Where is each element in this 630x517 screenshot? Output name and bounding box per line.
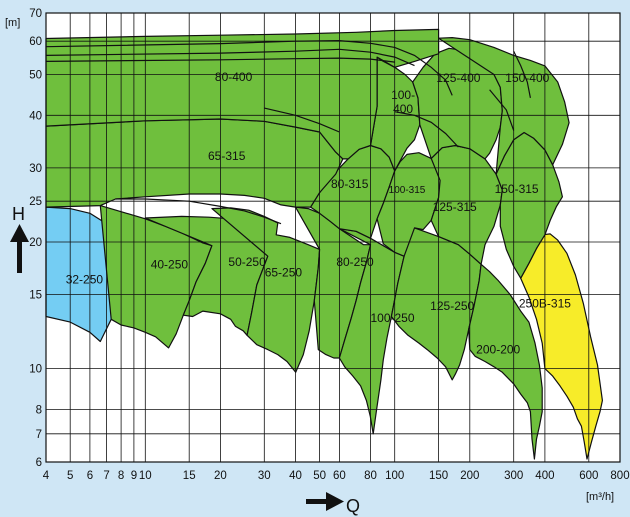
x-tick-800: 800: [610, 470, 629, 482]
x-tick-10: 10: [139, 470, 152, 482]
y-axis-title: H: [12, 204, 25, 224]
x-tick-600: 600: [579, 470, 598, 482]
zone-label-100-315: 100-315: [389, 185, 426, 196]
zone-label-50-250: 50-250: [228, 255, 266, 269]
zone-label-80-250: 80-250: [336, 255, 374, 269]
x-axis-arrow: [306, 492, 344, 511]
y-tick-60: 60: [29, 36, 42, 48]
y-tick-labels: 6 7 8 10 15 20 25 30 40 50 60 70: [29, 8, 42, 469]
x-tick-200: 200: [460, 470, 479, 482]
y-tick-15: 15: [29, 290, 42, 302]
zone-label-200-200: 200-200: [476, 343, 520, 357]
y-tick-25: 25: [29, 196, 42, 208]
zone-label-32-250: 32-250: [66, 272, 104, 286]
y-tick-50: 50: [29, 70, 42, 82]
y-tick-7: 7: [36, 429, 42, 441]
x-tick-30: 30: [258, 470, 271, 482]
zone-125-400: [412, 47, 503, 160]
y-tick-10: 10: [29, 364, 42, 376]
curve-line-8: [489, 89, 515, 131]
y-tick-6: 6: [36, 457, 42, 469]
zone-label-40-250: 40-250: [151, 257, 189, 271]
x-tick-400: 400: [535, 470, 554, 482]
curve-line-6: [394, 111, 459, 148]
x-unit-label: [m³/h]: [586, 491, 614, 503]
zone-150-400: [438, 36, 570, 175]
curve-line-4: [264, 107, 340, 133]
y-unit-label: [m]: [5, 17, 20, 29]
x-tick-40: 40: [289, 470, 302, 482]
zone-label-65-315: 65-315: [208, 149, 246, 163]
x-tick-4: 4: [43, 470, 50, 482]
x-tick-6: 6: [87, 470, 93, 482]
zone-label-80-400: 80-400: [215, 70, 253, 84]
curve-line-3: [45, 57, 395, 63]
zone-80-400: [45, 28, 440, 160]
curve-line-7: [513, 50, 531, 99]
y-axis-arrow: [10, 224, 29, 273]
zone-65-315: [45, 118, 344, 208]
zone-label-150-315: 150-315: [495, 182, 539, 196]
zone-200-200: [468, 263, 543, 460]
zone-100-315: [376, 152, 441, 257]
x-tick-8: 8: [118, 470, 124, 482]
zone-label-80-315: 80-315: [331, 177, 369, 191]
y-tick-20: 20: [29, 237, 42, 249]
x-tick-15: 15: [183, 470, 196, 482]
x-tick-60: 60: [333, 470, 346, 482]
zone-label-125-315: 125-315: [433, 200, 477, 214]
x-axis-title: Q: [346, 496, 360, 516]
x-tick-7: 7: [103, 470, 109, 482]
grid-lines: [46, 13, 620, 462]
x-tick-5: 5: [67, 470, 73, 482]
zone-label-125-250: 125-250: [430, 299, 474, 313]
x-tick-100: 100: [385, 470, 404, 482]
x-tick-labels: 4 5 6 7 8 9 10 15 20 30 40 50 60 80 100 150 200 300 400 600…: [43, 470, 630, 482]
x-tick-80: 80: [364, 470, 377, 482]
x-tick-300: 300: [504, 470, 523, 482]
zone-label-250b-315: 250B-315: [519, 296, 571, 310]
plot-border: [45, 12, 621, 463]
y-tick-70: 70: [29, 8, 42, 20]
zone-label-65-250: 65-250: [265, 266, 303, 280]
zone-label-125-400: 125-400: [436, 71, 480, 85]
y-tick-40: 40: [29, 110, 42, 122]
x-tick-20: 20: [214, 470, 227, 482]
x-tick-50: 50: [313, 470, 326, 482]
y-tick-8: 8: [36, 404, 42, 416]
zone-label-100-400: 100-400: [391, 88, 415, 116]
zone-label-100-250: 100-250: [370, 311, 414, 325]
y-tick-30: 30: [29, 163, 42, 175]
zone-label-150-400: 150-400: [505, 71, 549, 85]
x-tick-9: 9: [131, 470, 137, 482]
x-tick-150: 150: [429, 470, 448, 482]
